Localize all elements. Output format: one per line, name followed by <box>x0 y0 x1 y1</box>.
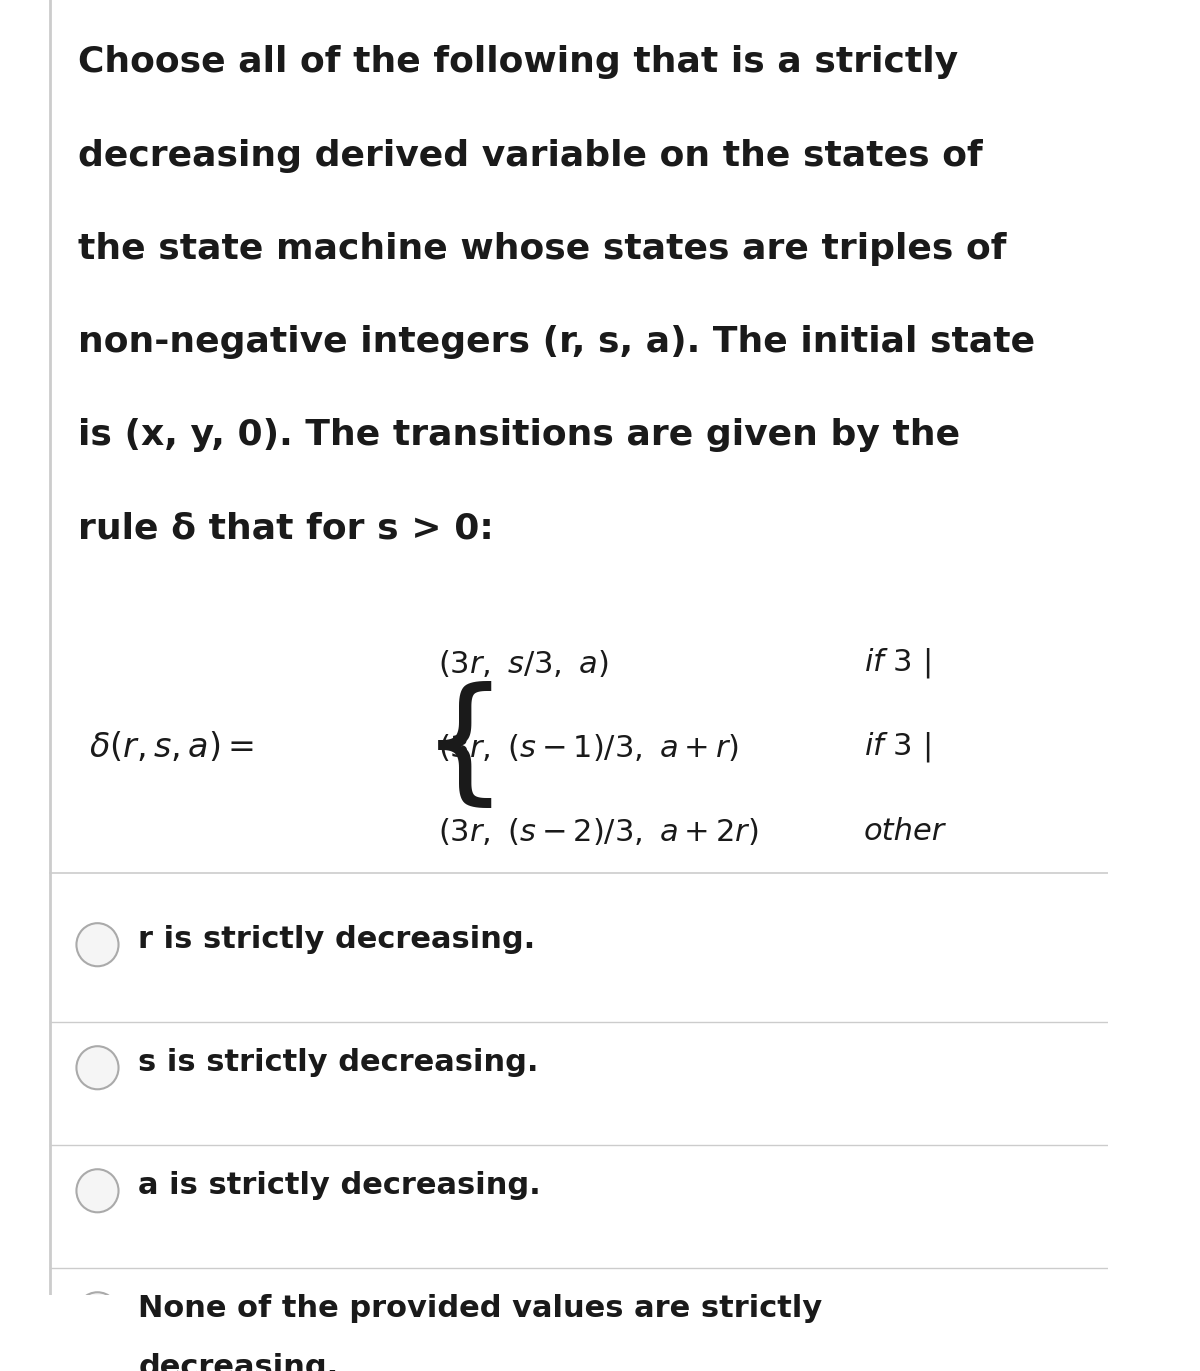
Ellipse shape <box>77 1046 119 1090</box>
Text: the state machine whose states are triples of: the state machine whose states are tripl… <box>78 232 1006 266</box>
Text: non-negative integers (r, s, a). The initial state: non-negative integers (r, s, a). The ini… <box>78 325 1034 359</box>
Text: other: other <box>864 817 946 846</box>
Text: if $3\ |$: if $3\ |$ <box>864 646 931 680</box>
Text: None of the provided values are strictly: None of the provided values are strictly <box>138 1294 823 1323</box>
Text: $(3r,\ (s - 1)/3,\ a + r)$: $(3r,\ (s - 1)/3,\ a + r)$ <box>438 732 739 762</box>
Text: is (x, y, 0). The transitions are given by the: is (x, y, 0). The transitions are given … <box>78 418 960 452</box>
Text: $(3r,\ s/3,\ a)$: $(3r,\ s/3,\ a)$ <box>438 647 608 679</box>
Text: r is strictly decreasing.: r is strictly decreasing. <box>138 925 535 954</box>
Text: if $3\ |$: if $3\ |$ <box>864 731 931 764</box>
Text: s is strictly decreasing.: s is strictly decreasing. <box>138 1049 539 1078</box>
Text: $(3r,\ (s - 2)/3,\ a + 2r)$: $(3r,\ (s - 2)/3,\ a + 2r)$ <box>438 816 758 847</box>
Text: $\delta(r, s, a) =$: $\delta(r, s, a) =$ <box>89 731 253 764</box>
Ellipse shape <box>77 923 119 967</box>
Text: decreasing derived variable on the states of: decreasing derived variable on the state… <box>78 138 983 173</box>
Ellipse shape <box>77 1293 119 1335</box>
Text: rule δ that for s > 0:: rule δ that for s > 0: <box>78 511 493 546</box>
Text: {: { <box>421 681 509 814</box>
Text: decreasing.: decreasing. <box>138 1353 338 1371</box>
Ellipse shape <box>77 1169 119 1212</box>
Text: Choose all of the following that is a strictly: Choose all of the following that is a st… <box>78 45 958 80</box>
Text: a is strictly decreasing.: a is strictly decreasing. <box>138 1171 541 1201</box>
